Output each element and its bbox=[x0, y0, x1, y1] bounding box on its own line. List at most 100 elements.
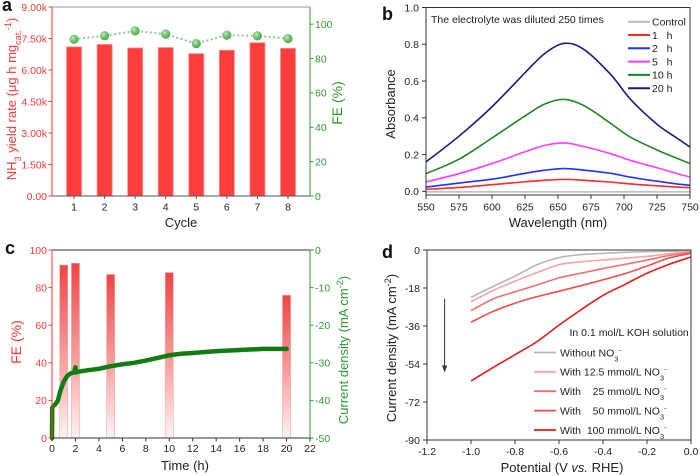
y-axis-title-right: Current density (mA cm-2) bbox=[335, 276, 351, 424]
x-tick-label: 575 bbox=[450, 202, 468, 214]
y-axis-title-left: NH3 yield rate (μg h mgcat.-1) bbox=[3, 18, 23, 181]
panel-label-b: b bbox=[382, 4, 393, 24]
panel-d: 0 -18 -36 -54 -72 -90-1.2 -1.0 -0.8 -0.6 -0.4 -0.2… bbox=[383, 245, 698, 475]
y-tick-label-right: -50 bbox=[315, 433, 330, 445]
absorbance-curve bbox=[425, 167, 691, 188]
lsv-curve bbox=[470, 256, 692, 382]
y-tick-label-left: 1.50k bbox=[21, 159, 47, 171]
legend-item: 2 h bbox=[628, 43, 673, 55]
x-tick-label: 8 bbox=[143, 443, 149, 455]
y-tick-label-right: -10 bbox=[315, 282, 330, 294]
absorbance-curve bbox=[425, 42, 691, 163]
fe-bar bbox=[106, 274, 116, 439]
x-tick-label: 12 bbox=[187, 443, 199, 455]
lsv-curve bbox=[470, 252, 692, 323]
y-axis-title-part: -2 bbox=[383, 278, 393, 286]
y-tick-label-left: 0 bbox=[41, 433, 47, 445]
x-tick-label: 22 bbox=[304, 443, 316, 455]
legend-label-part: - bbox=[664, 422, 667, 431]
y-tick-label: -72 bbox=[405, 397, 420, 409]
x-axis-title: Wavelength (nm) bbox=[509, 215, 608, 230]
x-tick-label: 0.0 bbox=[684, 446, 699, 458]
x-axis-title-part: RHE) bbox=[588, 460, 623, 475]
y-axis-title-part: Current density (mA cm bbox=[384, 286, 399, 422]
x-axis-title: Cycle bbox=[165, 215, 198, 230]
legend-label: 10 h bbox=[652, 70, 673, 82]
lsv-curve bbox=[470, 250, 692, 303]
legend-label-part: 3 bbox=[660, 373, 664, 382]
x-tick-label: 650 bbox=[549, 202, 567, 214]
x-axis-title: Time (h) bbox=[161, 458, 209, 473]
x-tick-label: 2 bbox=[73, 443, 79, 455]
y-tick-label: 1.0 bbox=[404, 2, 419, 14]
legend-item: 10 h bbox=[628, 70, 673, 82]
yield-bar bbox=[127, 47, 144, 197]
legend-label: With 12.5 mmol/L NO3- bbox=[560, 364, 667, 382]
annotation-text: The electrolyte was diluted 250 times bbox=[431, 14, 604, 26]
trend-arrow bbox=[442, 298, 448, 373]
y-tick-label-right: 60 bbox=[315, 88, 327, 100]
y-tick-label-left: 0.00 bbox=[27, 191, 48, 203]
x-tick-label: 700 bbox=[615, 202, 633, 214]
legend-label-part: Without NO bbox=[560, 347, 614, 359]
fe-marker bbox=[283, 34, 293, 44]
fe-marker bbox=[130, 26, 140, 36]
y-axis-title-left-part: NH bbox=[4, 161, 19, 180]
x-tick-label: 20 bbox=[281, 443, 293, 455]
legend-label-part: - bbox=[664, 384, 667, 393]
legend-title: In 0.1 mol/L KOH solution bbox=[570, 327, 689, 339]
y-tick-label-right: -20 bbox=[315, 320, 330, 332]
fe-marker bbox=[161, 29, 171, 39]
y-axis-title-right-part: Current density (mA cm bbox=[336, 288, 351, 424]
x-tick-label: 3 bbox=[132, 202, 138, 214]
x-tick-label: -0.2 bbox=[638, 446, 656, 458]
legend-label-part: - bbox=[664, 403, 667, 412]
lsv-curve bbox=[470, 249, 692, 299]
legend-label: 1 h bbox=[652, 30, 673, 42]
x-tick-label: -1.0 bbox=[462, 446, 480, 458]
y-tick-label: -18 bbox=[405, 283, 420, 295]
legend-item: Without NO3- bbox=[534, 345, 621, 363]
x-axis-title-part: Potential (V bbox=[501, 460, 572, 475]
legend-label-part: 3 bbox=[614, 354, 618, 363]
panel-label-c: c bbox=[5, 238, 15, 258]
fe-marker bbox=[191, 38, 201, 49]
legend-label-part: With 12.5 mmol/L NO bbox=[560, 367, 660, 379]
legend-label-part: With 25 mmol/L NO bbox=[560, 386, 660, 398]
x-tick-label: 6 bbox=[224, 202, 230, 214]
x-tick-label: -0.6 bbox=[550, 446, 568, 458]
y-tick-label-right: 100 bbox=[315, 19, 333, 31]
y-tick-label: 0.2 bbox=[404, 149, 419, 161]
legend-item: 20 h bbox=[628, 83, 673, 95]
x-tick-label: 5 bbox=[193, 202, 199, 214]
legend-label: With 100 mmol/L NO3- bbox=[560, 422, 667, 440]
x-tick-label: 8 bbox=[285, 202, 291, 214]
yield-bar bbox=[96, 43, 113, 197]
y-tick-label-left: 40 bbox=[35, 358, 47, 370]
x-tick-label: 7 bbox=[254, 202, 260, 214]
y-axis-title-right-part: ) bbox=[336, 276, 351, 280]
y-tick-label: 0.0 bbox=[404, 186, 419, 198]
legend-label: Without NO3- bbox=[560, 345, 621, 363]
y-tick-label-left: 9.00k bbox=[21, 2, 47, 14]
panel-c: 0 20 40 60 80 100 0 -10 -20 -30 -40 -50 0 2 4 6 8 10 12 14 1… bbox=[8, 245, 351, 473]
legend-label: 5 h bbox=[652, 56, 673, 68]
legend-item: With 50 mmol/L NO3- bbox=[534, 403, 667, 421]
x-tick-label: -0.4 bbox=[594, 446, 612, 458]
y-tick-label-right: 20 bbox=[315, 156, 327, 168]
y-axis-title-right: FE (%) bbox=[329, 81, 345, 125]
legend-label-part: 3 bbox=[660, 431, 664, 440]
x-tick-label: 2 bbox=[102, 202, 108, 214]
yield-bar bbox=[249, 42, 266, 197]
legend-item: 1 h bbox=[628, 30, 673, 42]
x-tick-label: 14 bbox=[210, 443, 222, 455]
legend-item: Control bbox=[628, 17, 686, 29]
x-tick-label: 675 bbox=[582, 202, 600, 214]
y-tick-label-right: 80 bbox=[315, 53, 327, 65]
yield-bar bbox=[66, 46, 82, 197]
y-tick-label-right: 0 bbox=[315, 245, 321, 257]
y-axis-title-left-part: ) bbox=[4, 18, 19, 22]
y-axis-title-right-part: -2 bbox=[335, 280, 345, 288]
